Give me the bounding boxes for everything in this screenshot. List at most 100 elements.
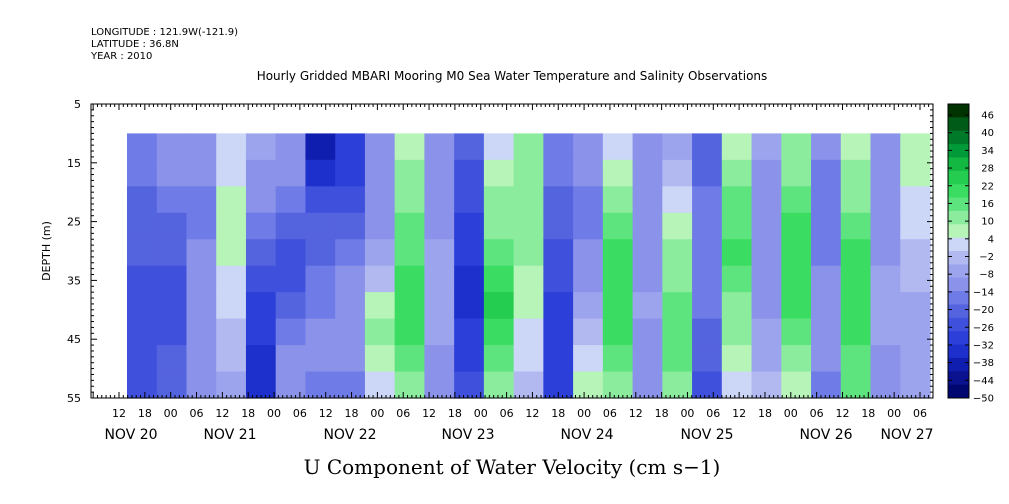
heatmap-cell xyxy=(543,159,574,187)
heatmap-cell xyxy=(305,292,336,320)
colorbar-segment xyxy=(948,371,969,386)
heatmap-cell xyxy=(364,133,396,161)
heatmap-cell xyxy=(127,159,158,187)
heatmap-cell xyxy=(840,345,872,373)
longitude-label: LONGITUDE : 121.9W(-121.9) xyxy=(91,27,238,38)
colorbar-segment xyxy=(948,317,969,332)
heatmap-cell xyxy=(721,292,753,320)
x-hour-label: 18 xyxy=(138,407,152,420)
heatmap-cell xyxy=(364,186,396,214)
heatmap-cell xyxy=(454,345,485,373)
heatmap-cell xyxy=(870,318,901,346)
heatmap-cell xyxy=(781,159,812,187)
heatmap-cell xyxy=(275,265,307,293)
heatmap-cell xyxy=(900,133,931,161)
colorbar-segment xyxy=(948,357,969,372)
colorbar-segment xyxy=(948,117,969,132)
x-hour-label: 06 xyxy=(913,407,927,420)
heatmap-cell xyxy=(543,133,574,161)
heatmap-cell xyxy=(364,371,396,399)
heatmap-cell xyxy=(245,292,277,320)
heatmap-cell xyxy=(483,239,515,267)
heatmap-cell xyxy=(811,371,842,399)
heatmap-cell xyxy=(721,371,753,399)
heatmap-cell xyxy=(662,239,693,267)
heatmap-cell xyxy=(543,265,574,293)
heatmap-cell xyxy=(394,318,426,346)
heatmap-cell xyxy=(275,159,307,187)
heatmap-cell xyxy=(156,133,188,161)
heatmap-cell xyxy=(751,186,782,214)
y-axis-label: DEPTH (m) xyxy=(40,221,53,281)
heatmap-cell xyxy=(721,159,753,187)
heatmap-cell xyxy=(483,212,515,240)
heatmap-cell xyxy=(305,239,336,267)
heatmap-cell xyxy=(513,212,544,240)
heatmap-cell xyxy=(216,318,247,346)
y-tick-labels: 5 15 25 35 45 55 xyxy=(67,98,81,405)
x-date-label: NOV 20 xyxy=(104,427,157,443)
heatmap-cell xyxy=(156,265,188,293)
x-hour-label: 00 xyxy=(370,407,384,420)
heatmap-cell xyxy=(721,239,753,267)
heatmap-cell xyxy=(900,345,931,373)
heatmap-cell xyxy=(632,186,663,214)
heatmap-cell xyxy=(662,159,693,187)
heatmap-cell xyxy=(602,345,634,373)
heatmap-cell xyxy=(483,345,515,373)
heatmap-cell xyxy=(424,133,455,161)
x-date-label: NOV 25 xyxy=(680,427,733,443)
x-hour-label: 00 xyxy=(267,407,281,420)
heatmap-cell xyxy=(454,371,485,399)
heatmap-cell xyxy=(275,212,307,240)
heatmap-cell xyxy=(424,212,455,240)
heatmap-cell xyxy=(127,371,158,399)
x-hour-label: 00 xyxy=(887,407,901,420)
heatmap-cell xyxy=(662,371,693,399)
x-hour-labels: 12 18 00 06 12 18 00 06 12 18 00 06 12 18 00 06 12 18 00 06… xyxy=(112,407,927,420)
x-date-label: NOV 21 xyxy=(203,427,256,443)
heatmap-cell xyxy=(721,318,753,346)
heatmap-cell xyxy=(454,159,485,187)
heatmap-cell xyxy=(751,371,782,399)
x-date-labels: NOV 20 NOV 21 NOV 22 NOV 23 NOV 24 NOV 25 NOV … xyxy=(104,427,933,443)
x-hour-label: 06 xyxy=(706,407,720,420)
colorbar-label: −50 xyxy=(973,394,994,405)
heatmap-cell xyxy=(245,265,277,293)
x-hour-label: 12 xyxy=(525,407,539,420)
heatmap-cell xyxy=(186,239,217,267)
x-hour-label: 12 xyxy=(112,407,126,420)
heatmap-cell xyxy=(305,345,336,373)
heatmap-cell xyxy=(721,133,753,161)
heatmap-cell xyxy=(781,265,812,293)
heatmap-cell xyxy=(602,212,634,240)
colorbar-label: 22 xyxy=(981,181,994,192)
colorbar-label: −2 xyxy=(979,252,994,263)
heatmap-cell xyxy=(513,186,544,214)
heatmap-cell xyxy=(573,239,604,267)
heatmap-cell xyxy=(751,318,782,346)
heatmap-cell xyxy=(335,371,366,399)
heatmap-cell xyxy=(602,292,634,320)
heatmap-cell xyxy=(216,239,247,267)
heatmap-cell xyxy=(781,318,812,346)
heatmap-cell xyxy=(632,239,663,267)
heatmap-cell xyxy=(721,186,753,214)
heatmap-cell xyxy=(692,371,723,399)
heatmap-cell xyxy=(692,239,723,267)
heatmap-cell xyxy=(364,212,396,240)
colorbar-label: 28 xyxy=(981,164,994,175)
heatmap-cell xyxy=(275,292,307,320)
x-hour-label: 06 xyxy=(190,407,204,420)
heatmap-cell xyxy=(394,186,426,214)
heatmap-cell xyxy=(811,159,842,187)
heatmap-cell xyxy=(245,186,277,214)
heatmap-cell xyxy=(840,212,872,240)
x-hour-label: 00 xyxy=(680,407,694,420)
heatmap-cell xyxy=(127,133,158,161)
heatmap-cell xyxy=(156,186,188,214)
colorbar-label: 40 xyxy=(981,128,994,139)
heatmap-cell xyxy=(840,318,872,346)
colorbar-segment xyxy=(948,237,969,252)
